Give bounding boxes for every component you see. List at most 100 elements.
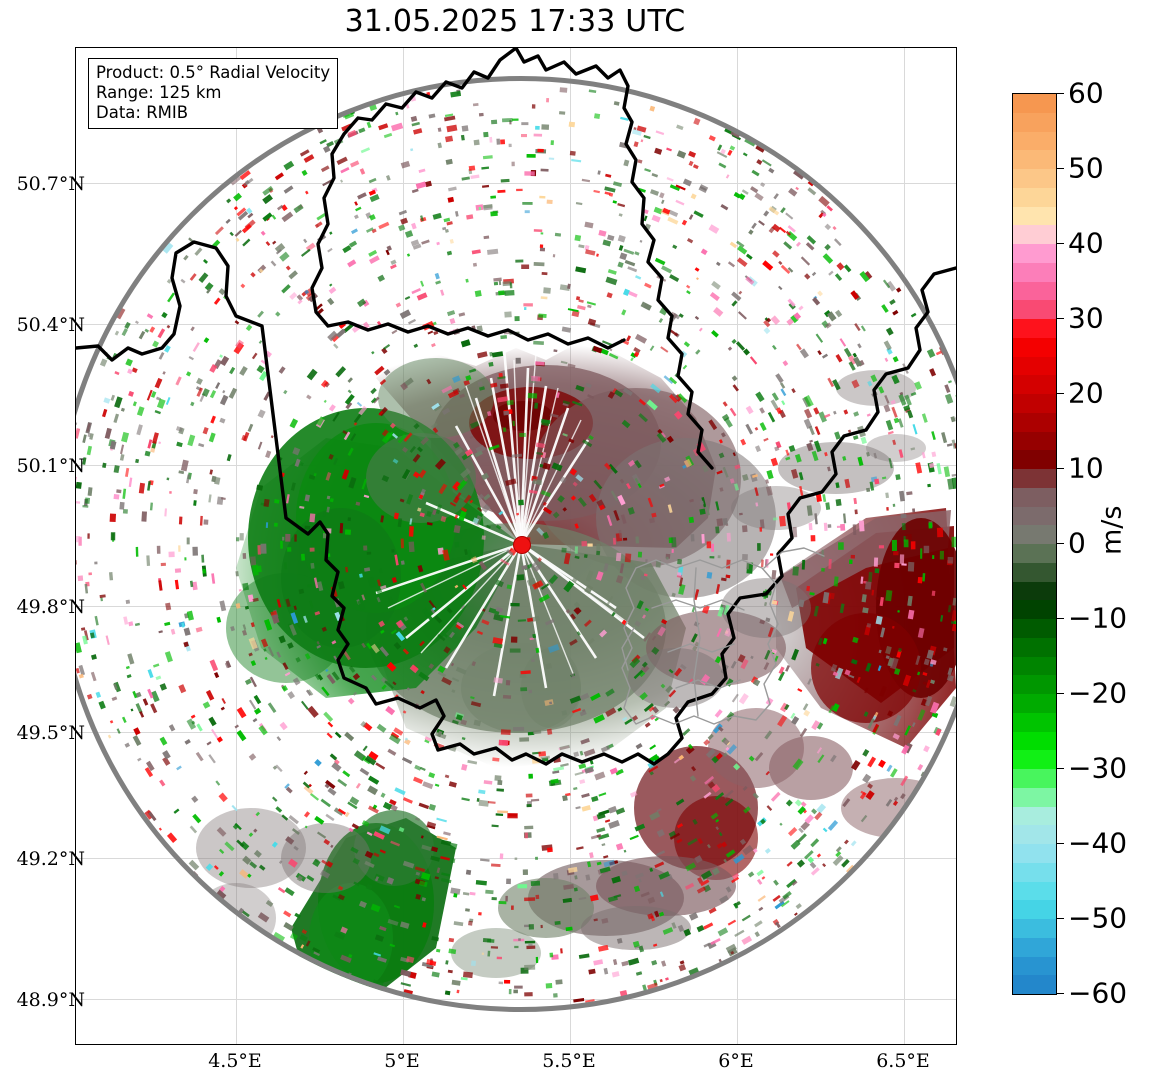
colorbar-band xyxy=(1013,562,1056,582)
colorbar-band xyxy=(1013,319,1056,338)
colorbar-tick-label: 20 xyxy=(1068,376,1104,410)
y-axis-tick-label: 50.4°N xyxy=(16,314,85,336)
colorbar-tick xyxy=(1057,843,1064,844)
colorbar-tick xyxy=(1057,168,1064,169)
colorbar-band xyxy=(1013,356,1056,376)
country-border-path xyxy=(514,48,714,470)
colorbar-tick-label: −50 xyxy=(1068,901,1128,935)
colorbar-band xyxy=(1013,506,1056,526)
map-borders-layer xyxy=(76,48,956,766)
y-axis-tick-label: 50.7°N xyxy=(16,173,85,195)
page-title: 31.05.2025 17:33 UTC xyxy=(344,4,686,39)
colorbar-tick-label: 40 xyxy=(1068,226,1104,260)
colorbar-band xyxy=(1013,94,1056,113)
colorbar-tick-label: −60 xyxy=(1068,976,1128,1010)
y-axis-tick-label: 49.8°N xyxy=(16,596,85,618)
colorbar-band xyxy=(1013,919,1056,938)
x-axis-tick-label: 6.5°E xyxy=(876,1050,930,1072)
info-data: Data: RMIB xyxy=(96,103,189,123)
colorbar-tick xyxy=(1057,393,1064,394)
colorbar-tick-label: 10 xyxy=(1068,451,1104,485)
colorbar-band xyxy=(1013,244,1056,263)
colorbar-tick xyxy=(1057,618,1064,619)
colorbar-tick-label: 60 xyxy=(1068,76,1104,110)
colorbar-tick-label: 50 xyxy=(1068,151,1104,185)
colorbar-band xyxy=(1013,712,1056,732)
colorbar-band xyxy=(1013,337,1056,357)
radar-plot-area[interactable]: Product: 0.5° Radial Velocity Range: 125… xyxy=(75,47,957,1045)
colorbar-band xyxy=(1013,581,1056,601)
colorbar-tick xyxy=(1057,93,1064,94)
colorbar-band xyxy=(1013,619,1056,638)
colorbar-band xyxy=(1013,487,1056,507)
colorbar-band xyxy=(1013,112,1056,132)
colorbar-band xyxy=(1013,675,1056,694)
y-axis-tick-label: 48.9°N xyxy=(16,989,85,1011)
colorbar-band xyxy=(1013,394,1056,413)
colorbar-tick-label: −40 xyxy=(1068,826,1128,860)
colorbar-band xyxy=(1013,637,1056,657)
colorbar-tick xyxy=(1057,918,1064,919)
colorbar-band xyxy=(1013,731,1056,751)
x-axis-tick-label: 6°E xyxy=(718,1050,754,1072)
colorbar-band xyxy=(1013,975,1056,994)
colorbar-band xyxy=(1013,375,1056,394)
x-axis-tick-label: 4.5°E xyxy=(208,1050,262,1072)
colorbar-band xyxy=(1013,862,1056,882)
colorbar-unit-label: m/s xyxy=(1096,505,1128,555)
radar-site-marker[interactable] xyxy=(513,536,531,554)
colorbar-band xyxy=(1013,206,1056,226)
y-axis-tick-label: 50.1°N xyxy=(16,455,85,477)
x-axis-tick-label: 5°E xyxy=(384,1050,420,1072)
colorbar-tick xyxy=(1057,768,1064,769)
colorbar-band xyxy=(1013,806,1056,826)
colorbar-band xyxy=(1013,281,1056,301)
colorbar-band xyxy=(1013,169,1056,188)
colorbar-tick-label: −10 xyxy=(1068,601,1128,635)
colorbar-band xyxy=(1013,450,1056,469)
product-info-box: Product: 0.5° Radial Velocity Range: 125… xyxy=(88,58,339,130)
colorbar-band xyxy=(1013,431,1056,451)
colorbar-tick xyxy=(1057,993,1064,994)
x-axis-tick-label: 5.5°E xyxy=(542,1050,596,1072)
colorbar-tick xyxy=(1057,243,1064,244)
info-product: Product: 0.5° Radial Velocity xyxy=(96,63,331,82)
y-axis-tick-label: 49.5°N xyxy=(16,722,85,744)
velocity-colorbar[interactable] xyxy=(1012,93,1057,995)
country-border-path xyxy=(310,48,626,350)
admin-boundary-path xyxy=(621,547,825,725)
colorbar-band xyxy=(1013,150,1056,169)
colorbar-band xyxy=(1013,600,1056,619)
colorbar-band xyxy=(1013,544,1056,563)
colorbar-band xyxy=(1013,694,1056,713)
colorbar-tick-label: −30 xyxy=(1068,751,1128,785)
colorbar-band xyxy=(1013,787,1056,807)
colorbar-band xyxy=(1013,750,1056,769)
colorbar-band xyxy=(1013,469,1056,488)
colorbar-band xyxy=(1013,825,1056,844)
colorbar-band xyxy=(1013,844,1056,863)
colorbar-tick xyxy=(1057,543,1064,544)
colorbar-band xyxy=(1013,900,1056,919)
colorbar-band xyxy=(1013,937,1056,957)
colorbar-band xyxy=(1013,769,1056,788)
colorbar-band xyxy=(1013,187,1056,207)
colorbar-tick xyxy=(1057,468,1064,469)
country-border-path xyxy=(76,240,956,766)
colorbar-band xyxy=(1013,262,1056,282)
info-range: Range: 125 km xyxy=(96,83,222,103)
colorbar-band xyxy=(1013,881,1056,901)
colorbar-band xyxy=(1013,412,1056,432)
y-axis-tick-label: 49.2°N xyxy=(16,848,85,870)
colorbar-band xyxy=(1013,956,1056,976)
colorbar-band xyxy=(1013,525,1056,544)
colorbar-band xyxy=(1013,131,1056,151)
colorbar-band xyxy=(1013,656,1056,676)
colorbar-band xyxy=(1013,300,1056,319)
colorbar-tick xyxy=(1057,318,1064,319)
colorbar-tick xyxy=(1057,693,1064,694)
colorbar-band xyxy=(1013,225,1056,244)
colorbar-tick-label: 30 xyxy=(1068,301,1104,335)
colorbar-tick-label: 0 xyxy=(1068,526,1086,560)
colorbar-tick-label: −20 xyxy=(1068,676,1128,710)
